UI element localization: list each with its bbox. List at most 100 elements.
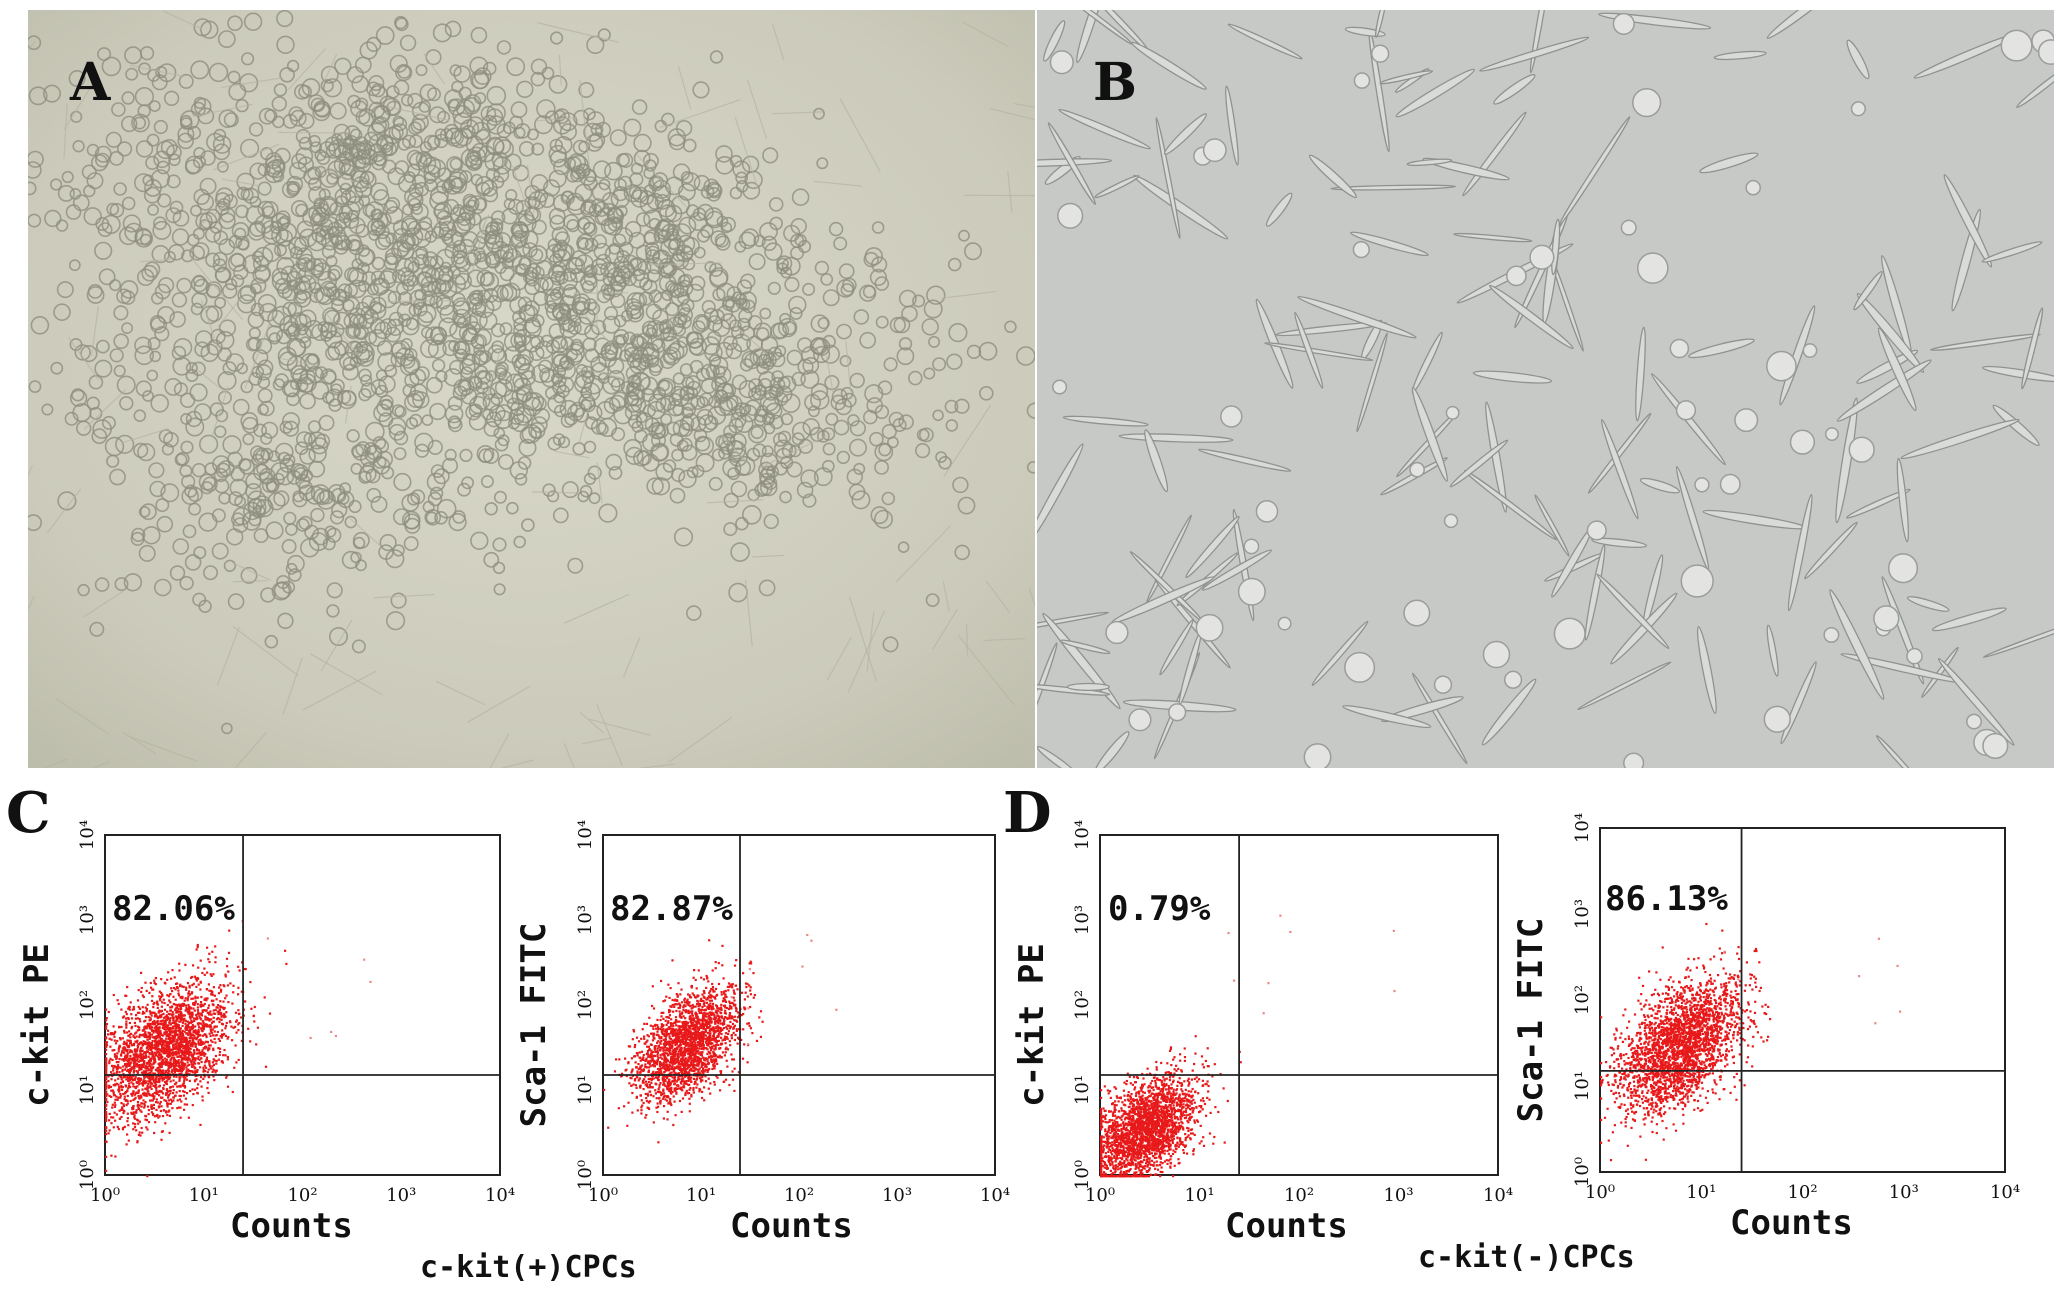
- round-cell: [83, 207, 102, 226]
- round-cell: [134, 345, 154, 366]
- round-cell: [147, 336, 161, 350]
- y-tick-label: 10²: [1572, 985, 1593, 1015]
- x-tick-label: 10²: [287, 1185, 317, 1206]
- y-tick-label: 10³: [1572, 899, 1593, 929]
- round-cell: [369, 182, 389, 201]
- round-cell: [163, 250, 176, 263]
- y-tick-label: 10¹: [1072, 1075, 1093, 1105]
- round-cell: [131, 113, 150, 133]
- round-cell: [469, 56, 489, 76]
- x-tick-label: 10³: [882, 1185, 912, 1206]
- round-cell: [423, 164, 441, 182]
- round-cell: [68, 69, 86, 87]
- y-tick-label: 10¹: [1572, 1071, 1593, 1101]
- y-tick-label: 10⁰: [1072, 1160, 1093, 1190]
- y-tick-label: 10⁴: [1572, 813, 1593, 843]
- round-cell: [216, 160, 229, 173]
- round-cell: [375, 26, 395, 45]
- round-cell: [121, 322, 133, 334]
- x-tick-label: 10³: [1889, 1182, 1919, 1203]
- round-cell: [96, 339, 110, 354]
- round-cell: [597, 28, 611, 42]
- x-tick-label: 10⁴: [980, 1185, 1010, 1206]
- round-cell: [499, 322, 513, 336]
- round-cell: [449, 321, 468, 340]
- round-cell: [43, 84, 61, 103]
- round-cell: [133, 442, 149, 459]
- round-cell: [105, 131, 122, 148]
- round-cell: [116, 141, 133, 157]
- round-cell: [171, 292, 188, 308]
- y-tick-label: 10⁴: [575, 820, 596, 850]
- quadrant-percentage: 0.79%: [1108, 889, 1211, 929]
- round-cell: [308, 186, 327, 205]
- round-cell: [338, 205, 353, 220]
- y-axis-label: c-kit PE: [17, 943, 57, 1107]
- round-cell: [240, 411, 259, 430]
- y-tick-label: 10⁰: [575, 1160, 596, 1190]
- round-cell: [68, 259, 81, 272]
- round-cell: [189, 204, 202, 217]
- round-cell: [286, 175, 304, 193]
- round-cell: [432, 23, 452, 43]
- round-cell: [187, 125, 202, 140]
- round-cell: [72, 194, 90, 212]
- round-cell: [94, 359, 113, 378]
- round-cell: [173, 337, 193, 357]
- y-tick-label: 10⁴: [1072, 820, 1093, 850]
- round-cell: [28, 380, 42, 393]
- x-axis-label: Counts: [1225, 1206, 1348, 1246]
- round-cell: [276, 240, 296, 260]
- round-cell: [218, 238, 236, 256]
- round-cell: [249, 196, 262, 208]
- round-cell: [320, 329, 333, 342]
- y-tick-label: 10²: [77, 990, 98, 1020]
- round-cell: [61, 170, 74, 184]
- round-cell: [421, 326, 434, 339]
- round-cell: [44, 209, 62, 228]
- round-cell: [94, 241, 113, 260]
- round-cell: [147, 203, 159, 216]
- round-cell: [217, 30, 236, 49]
- round-cell: [320, 65, 339, 84]
- y-tick-label: 10⁰: [77, 1160, 98, 1190]
- x-tick-label: 10¹: [189, 1185, 219, 1206]
- quadrant-percentage: 82.06%: [112, 889, 235, 929]
- quadrant-percentage: 82.87%: [610, 889, 733, 929]
- round-cell: [427, 339, 447, 359]
- round-cell: [163, 90, 180, 107]
- round-cell: [190, 60, 210, 80]
- round-cell: [28, 150, 44, 168]
- x-tick-label: 10²: [784, 1185, 814, 1206]
- round-cell: [28, 181, 37, 196]
- round-cell: [444, 448, 457, 462]
- y-axis-label: Sca-1 FITC: [514, 923, 554, 1128]
- y-tick-label: 10²: [1072, 990, 1093, 1020]
- y-tick-label: 10³: [575, 905, 596, 935]
- round-cell: [153, 119, 168, 135]
- micrograph-a: [28, 10, 1035, 768]
- round-cell: [28, 161, 42, 179]
- y-tick-label: 10⁰: [1572, 1157, 1593, 1187]
- round-cell: [169, 311, 186, 328]
- x-axis-label: Counts: [1730, 1203, 1853, 1243]
- round-cell: [241, 52, 255, 66]
- round-cell: [331, 133, 343, 145]
- round-cell: [181, 249, 195, 263]
- plot-frame: [602, 834, 996, 1176]
- caption-c-kit-negative: c-kit(-)CPCs: [1418, 1240, 1635, 1275]
- y-axis-label: c-kit PE: [1012, 943, 1052, 1107]
- x-tick-label: 10¹: [686, 1185, 716, 1206]
- y-tick-label: 10¹: [575, 1075, 596, 1105]
- x-tick-label: 10²: [1284, 1185, 1314, 1206]
- caption-c-kit-positive: c-kit(+)CPCs: [420, 1250, 637, 1285]
- y-tick-label: 10³: [1072, 905, 1093, 935]
- x-axis-label: Counts: [730, 1206, 853, 1246]
- x-tick-label: 10¹: [1686, 1182, 1716, 1203]
- round-cell: [166, 174, 181, 189]
- round-cell: [344, 515, 358, 529]
- y-tick-label: 10³: [77, 905, 98, 935]
- micrograph-a-image: [28, 10, 1035, 768]
- round-cell: [345, 323, 362, 340]
- x-axis-label: Counts: [230, 1206, 353, 1246]
